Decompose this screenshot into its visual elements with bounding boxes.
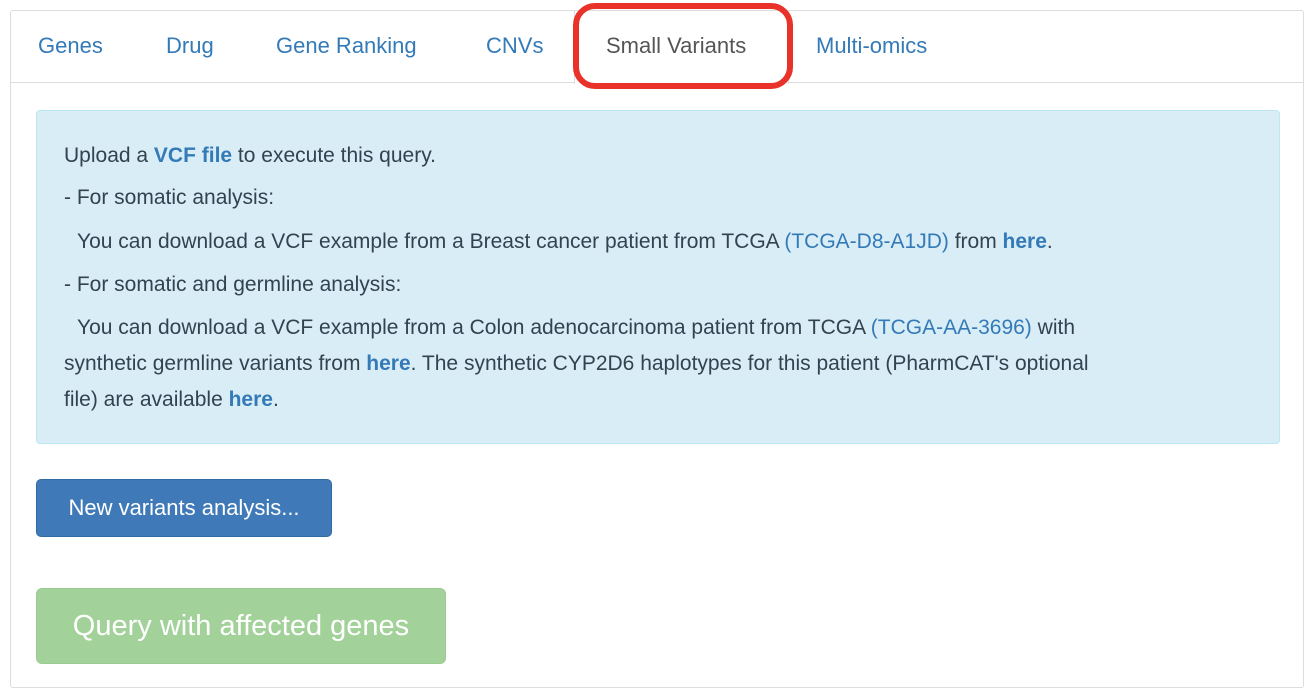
germline-here-link[interactable]: here — [366, 352, 411, 375]
somatic-description: You can download a VCF example from a Br… — [77, 230, 1053, 253]
active-tab-background — [574, 11, 789, 84]
germline-description-line3: file) are available here. — [64, 388, 279, 411]
tab-genes[interactable]: Genes — [38, 33, 103, 58]
query-affected-genes-button[interactable]: Query with affected genes — [36, 588, 446, 664]
tab-drug[interactable]: Drug — [166, 33, 214, 58]
germline-description: You can download a VCF example from a Co… — [77, 316, 1075, 339]
germline-case-link[interactable]: (TCGA-AA-3696) — [870, 316, 1032, 339]
query-panel: Genes Drug Gene Ranking CNVs Small Varia… — [10, 3, 1304, 688]
tab-multi-omics[interactable]: Multi-omics — [816, 33, 928, 58]
somatic-here-link[interactable]: here — [1002, 230, 1047, 253]
tab-cnvs[interactable]: CNVs — [486, 33, 544, 58]
somatic-case-link[interactable]: (TCGA-D8-A1JD) — [784, 230, 949, 253]
new-variants-analysis-button[interactable]: New variants analysis... — [36, 479, 332, 537]
upload-instruction: Upload a VCF file to execute this query. — [64, 144, 436, 167]
info-alert: Upload a VCF file to execute this query.… — [36, 110, 1280, 444]
tab-gene-ranking[interactable]: Gene Ranking — [276, 33, 417, 58]
haplotypes-here-link[interactable]: here — [228, 388, 273, 411]
germline-description-line2: synthetic germline variants from here. T… — [64, 352, 1089, 375]
somatic-heading: - For somatic analysis: — [64, 186, 275, 209]
tab-bar: Genes Drug Gene Ranking CNVs Small Varia… — [11, 3, 1303, 89]
germline-heading: - For somatic and germline analysis: — [64, 273, 402, 296]
vcf-file-link[interactable]: VCF file — [153, 144, 233, 167]
tab-small-variants[interactable]: Small Variants — [606, 33, 747, 58]
